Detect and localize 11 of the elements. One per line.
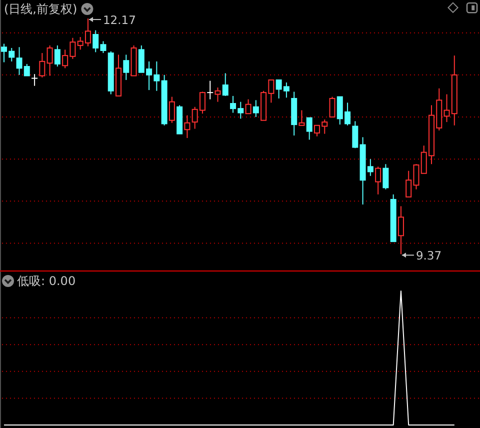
candlestick [31, 74, 38, 86]
annotation: 12.17 [102, 13, 136, 28]
candlestick [398, 206, 404, 255]
candlestick [291, 91, 298, 136]
candlestick [214, 87, 221, 102]
candlestick [184, 114, 190, 139]
candlestick [123, 54, 130, 80]
chart-title: 低吸: 0.00 [17, 274, 76, 288]
chart-title: (日线,前复权) [4, 2, 78, 16]
candlestick [206, 80, 214, 100]
annotation: 9.37 [416, 248, 442, 263]
